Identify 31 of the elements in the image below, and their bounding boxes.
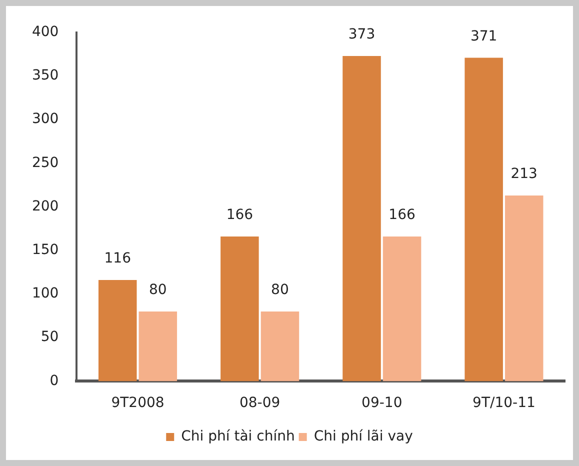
x-tick-label: 9T2008 — [111, 395, 164, 412]
bar — [464, 58, 503, 382]
x-tick-label: 08-09 — [239, 395, 280, 412]
bar — [98, 280, 137, 382]
x-tick-label: 9T/10-11 — [472, 395, 536, 412]
bar — [342, 56, 381, 382]
y-tick-label: 350 — [32, 68, 59, 84]
y-tick-label: 150 — [32, 242, 59, 258]
y-tick-label: 400 — [32, 24, 59, 40]
data-label: 80 — [148, 282, 167, 298]
bar — [220, 236, 259, 382]
bar — [382, 236, 422, 382]
bar — [504, 195, 544, 382]
data-label: 213 — [510, 166, 538, 182]
legend-label: Chi phí tài chính — [181, 428, 295, 445]
y-tick-label: 250 — [32, 154, 59, 171]
data-label: 116 — [104, 250, 132, 267]
x-tick-label: 09-10 — [362, 395, 402, 412]
y-tick-label: 200 — [32, 198, 59, 214]
legend-label: Chi phí lãi vay — [314, 428, 413, 445]
y-tick-label: 0 — [50, 372, 59, 389]
data-label: 166 — [388, 207, 416, 224]
data-label: 80 — [271, 282, 289, 298]
y-tick-label: 300 — [32, 111, 59, 128]
data-label: 373 — [348, 26, 376, 43]
bar — [260, 311, 300, 382]
y-tick-label: 50 — [40, 329, 59, 346]
data-label: 371 — [470, 28, 498, 44]
bar — [138, 311, 178, 382]
y-tick-label: 100 — [32, 286, 59, 302]
data-label: 166 — [226, 207, 254, 224]
